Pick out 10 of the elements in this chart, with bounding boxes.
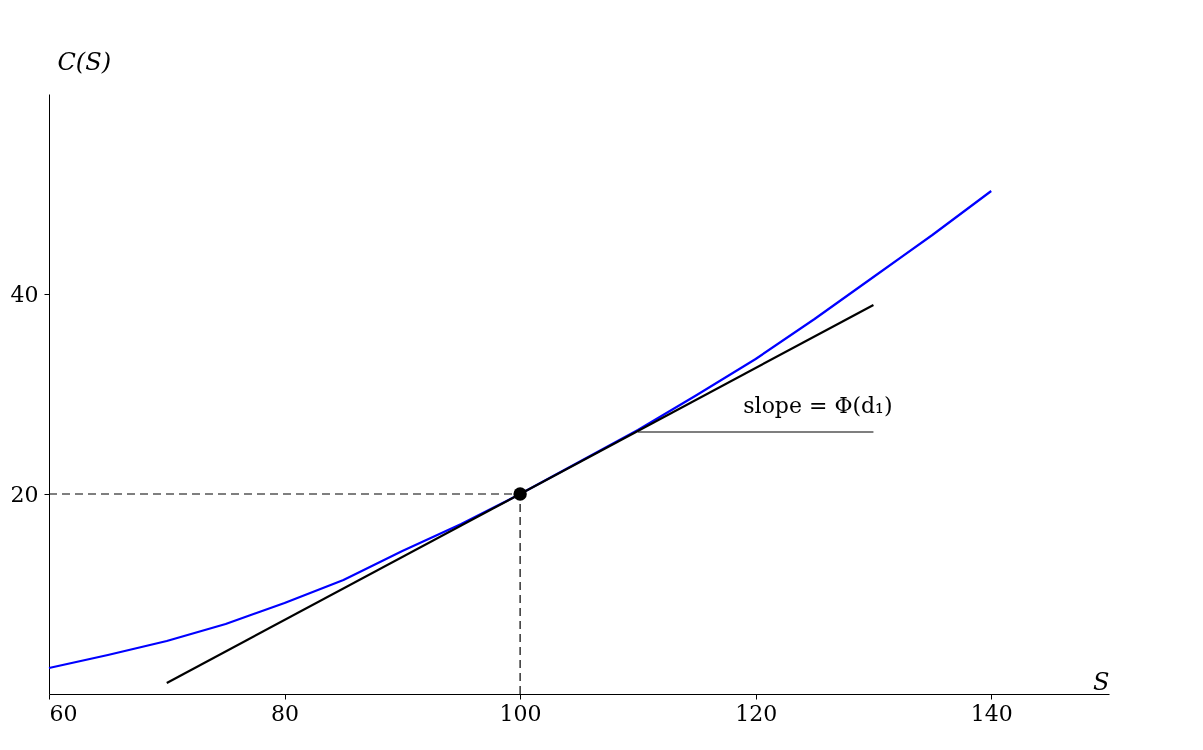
annotation: slope = Φ(d₁) (743, 393, 893, 418)
x-tick-label: 60 (49, 700, 78, 726)
x-tick-label: 120 (735, 700, 778, 726)
y-tick-label: 20 (10, 481, 39, 507)
y-axis-title: C(S) (57, 47, 112, 76)
x-axis-title: S (1093, 667, 1110, 696)
x-tick-label: 100 (499, 700, 542, 726)
x-tick-label: 80 (271, 700, 300, 726)
y-tick-label: 40 (10, 281, 39, 307)
x-tick-label: 140 (970, 700, 1013, 726)
